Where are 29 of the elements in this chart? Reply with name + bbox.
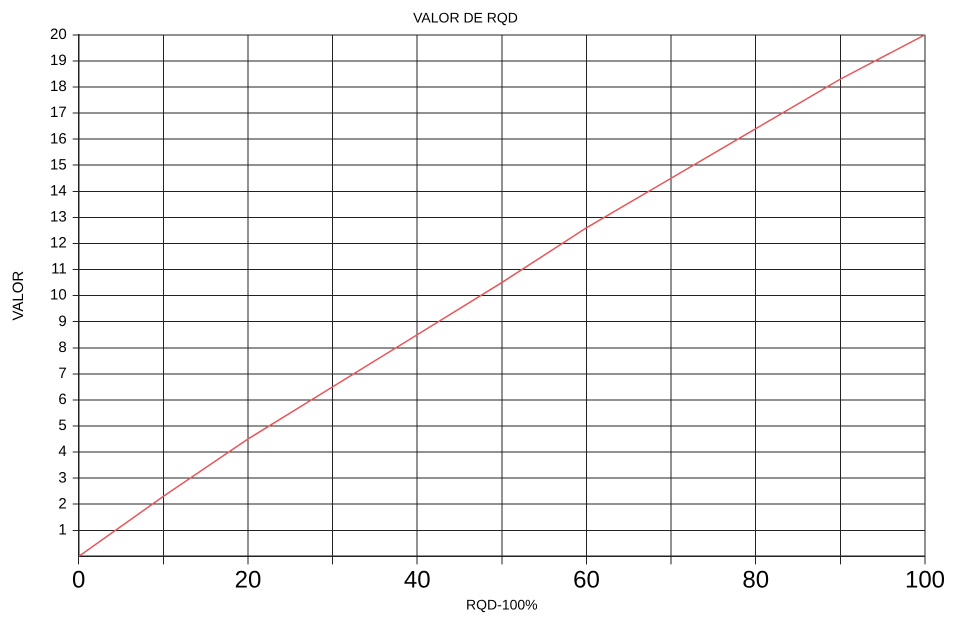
y-tick-label: 7 [58, 364, 67, 382]
y-tick-label: 2 [58, 495, 67, 512]
x-tick-label: 20 [234, 566, 262, 594]
x-tick-label: 100 [904, 566, 946, 594]
y-tick-label: 6 [58, 391, 67, 408]
x-tick-label: 0 [72, 566, 86, 594]
y-tick-label: 1 [58, 521, 67, 538]
y-tick-label: 10 [50, 286, 67, 304]
y-tick-label: 8 [58, 338, 67, 356]
y-tick-label: 11 [51, 260, 67, 278]
x-tick-label: 60 [573, 566, 600, 594]
chart-title: VALOR DE RQD [413, 9, 518, 26]
y-tick-label: 4 [58, 443, 67, 460]
y-tick-label: 3 [58, 469, 67, 486]
x-tick-label: 80 [742, 566, 770, 594]
y-axis-title: VALOR [10, 270, 28, 320]
y-tick-label: 20 [50, 26, 67, 43]
x-axis-title: RQD-100% [466, 596, 538, 612]
y-tick-label: 14 [50, 182, 67, 200]
y-tick-label: 15 [50, 156, 67, 174]
y-tick-label: 17 [50, 104, 67, 122]
y-tick-label: 18 [50, 78, 67, 96]
y-tick-label: 13 [50, 208, 67, 226]
x-tick-label: 40 [404, 566, 431, 594]
y-tick-label: 16 [50, 130, 67, 148]
y-tick-label: 5 [58, 417, 67, 434]
y-tick-label: 19 [50, 52, 67, 70]
y-tick-label: 12 [50, 234, 67, 252]
y-tick-label: 9 [58, 312, 67, 330]
